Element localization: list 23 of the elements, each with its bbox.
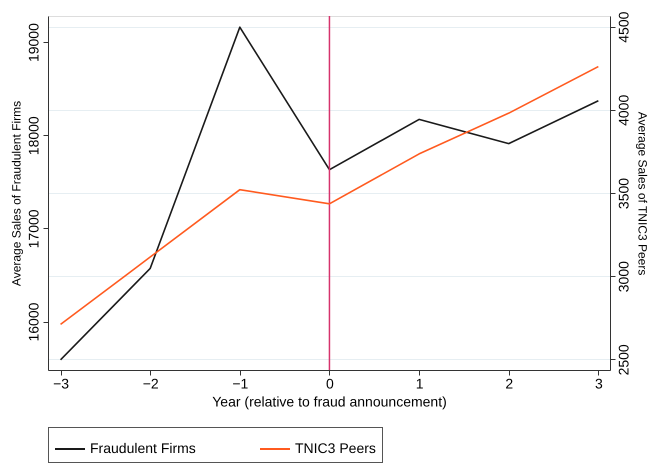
line-series [60,26,600,361]
x-tick-label: 3 [594,376,603,392]
y2-tick-label: 3500 [616,178,632,210]
x-axis-title: Year (relative to fraud announcement) [212,394,447,410]
x-tick-label: −2 [142,376,159,392]
y-axis-title: Average Sales of Fraudulent Firms [10,100,24,286]
y2-tick-label: 3000 [616,260,632,292]
x-tick-label: −3 [53,376,70,392]
x-tick-label: 2 [505,376,514,392]
x-tick-label: −1 [232,376,249,392]
line-series [60,66,600,326]
legend-label: TNIC3 Peers [295,440,376,456]
y-tick-label: 17000 [26,209,42,248]
y2-tick-label: 4500 [616,11,632,43]
x-tick-label: 1 [416,376,424,392]
y-tick-label: 18000 [26,116,42,156]
legend-label: Fraudulent Firms [90,440,196,456]
x-tick-label: 0 [326,376,334,392]
y2-tick-label: 2500 [616,344,632,376]
y-tick-label: 19000 [26,22,42,62]
y2-axis-title: Average Sales of TNIC3 Peers [636,112,650,276]
y2-tick-label: 4000 [616,94,632,126]
y-tick-label: 16000 [26,302,42,342]
